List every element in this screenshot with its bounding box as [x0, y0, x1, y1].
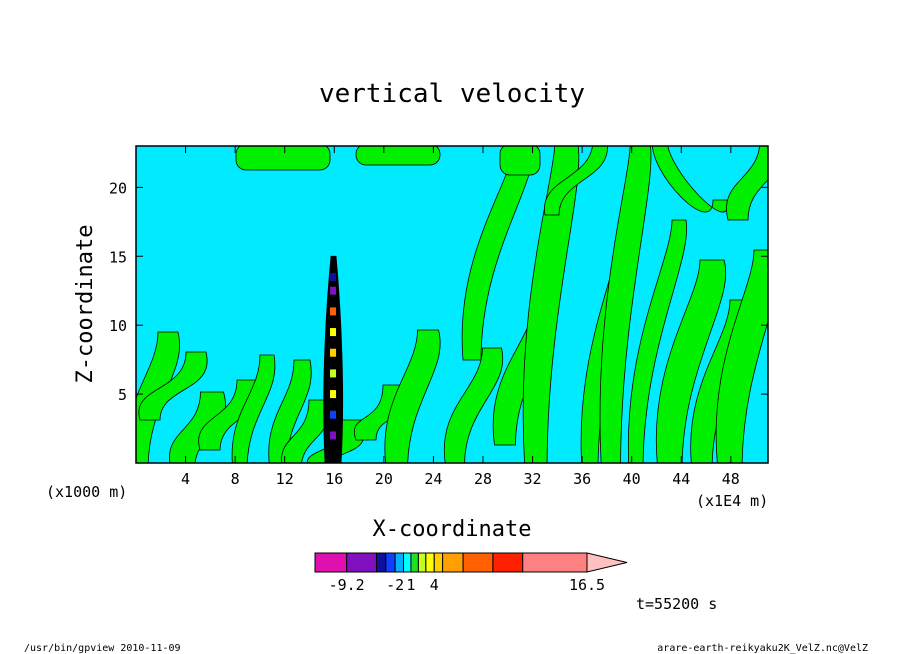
- colorbar-tick-label: 16.5: [569, 576, 605, 594]
- contour-band: [231, 354, 276, 463]
- contour-band: [499, 146, 541, 176]
- colorbar-arrow: [586, 552, 628, 573]
- colorbar-tick-label: 4: [430, 576, 439, 594]
- x-tick-label: 16: [325, 470, 343, 488]
- intense-cell: [330, 369, 337, 378]
- colorbar-segment: [462, 552, 494, 573]
- colorbar-tick-label: 1: [406, 576, 415, 594]
- colorbar-segment: [522, 552, 588, 573]
- intense-cell: [330, 348, 337, 357]
- contour-band: [138, 351, 208, 421]
- y-tick-label: 10: [109, 317, 127, 335]
- contour-band: [384, 329, 441, 463]
- intense-cell: [330, 272, 337, 281]
- contour-band: [544, 146, 608, 216]
- contour-band: [268, 359, 312, 463]
- colorbar-tick-label: -2: [386, 576, 404, 594]
- intense-cell: [330, 431, 337, 440]
- contour-band: [726, 146, 768, 221]
- x-tick-label: 28: [474, 470, 492, 488]
- chart-title: vertical velocity: [319, 79, 585, 109]
- y-axis: 5 10 15 20: [109, 179, 768, 404]
- colorbar-segment: [410, 552, 419, 573]
- intense-cell: [330, 286, 337, 295]
- contour-band: [627, 219, 688, 463]
- x-axis-label: X-coordinate: [373, 517, 532, 542]
- contour-band: [235, 146, 331, 171]
- contour-band: [461, 146, 535, 361]
- colorbar-tick-label: -9.2: [329, 576, 365, 594]
- contour-band: [652, 146, 728, 213]
- time-label: t=55200 s: [636, 595, 717, 613]
- y-tick-label: 5: [118, 386, 127, 404]
- intense-cell: [330, 390, 337, 399]
- colorbar-segment: [314, 552, 348, 573]
- contour-band: [599, 146, 652, 463]
- contour-band: [443, 347, 504, 463]
- intense-cell: [330, 410, 337, 419]
- x-axis: 4 8 12 16 20 24 28 32 36 40 44 48: [181, 146, 740, 488]
- colorbar-segment: [385, 552, 396, 573]
- contour-band: [655, 259, 727, 463]
- colorbar-segment: [442, 552, 464, 573]
- y-tick-label: 20: [109, 179, 127, 197]
- colorbar-segment: [425, 552, 435, 573]
- intense-column: [323, 255, 344, 463]
- x-tick-label: 48: [722, 470, 740, 488]
- intense-cell: [330, 328, 337, 337]
- x-tick-label: 36: [573, 470, 591, 488]
- x-unit-right: (x1E4 m): [696, 492, 768, 510]
- x-tick-label: 12: [276, 470, 294, 488]
- y-axis-label: Z-coordinate: [73, 225, 98, 384]
- y-tick-label: 15: [109, 248, 127, 266]
- plot-frame: [135, 145, 769, 464]
- x-tick-label: 32: [524, 470, 542, 488]
- x-tick-label: 40: [623, 470, 641, 488]
- contour-band: [715, 249, 768, 463]
- colorbar-segment: [433, 552, 444, 573]
- contour-fields: [136, 146, 768, 463]
- colorbar-segment: [492, 552, 524, 573]
- intense-cell: [330, 307, 337, 316]
- colorbar-segment: [402, 552, 412, 573]
- contour-band: [355, 146, 441, 166]
- colorbar-segment: [394, 552, 404, 573]
- x-tick-label: 44: [672, 470, 690, 488]
- contour-band: [522, 146, 580, 463]
- x-tick-label: 20: [375, 470, 393, 488]
- x-tick-label: 8: [231, 470, 240, 488]
- x-tick-label: 4: [181, 470, 190, 488]
- colorbar-segment: [417, 552, 427, 573]
- footer-left: /usr/bin/gpview 2010-11-09: [24, 643, 181, 654]
- colorbar: -9.2 -2 1 4 16.5: [314, 552, 628, 594]
- colorbar-segment: [346, 552, 377, 573]
- x-unit-left: (x1000 m): [46, 483, 127, 501]
- x-tick-label: 24: [424, 470, 442, 488]
- colorbar-segment: [375, 552, 387, 573]
- footer-right: arare-earth-reikyaku2K_VelZ.nc@VelZ: [657, 643, 868, 654]
